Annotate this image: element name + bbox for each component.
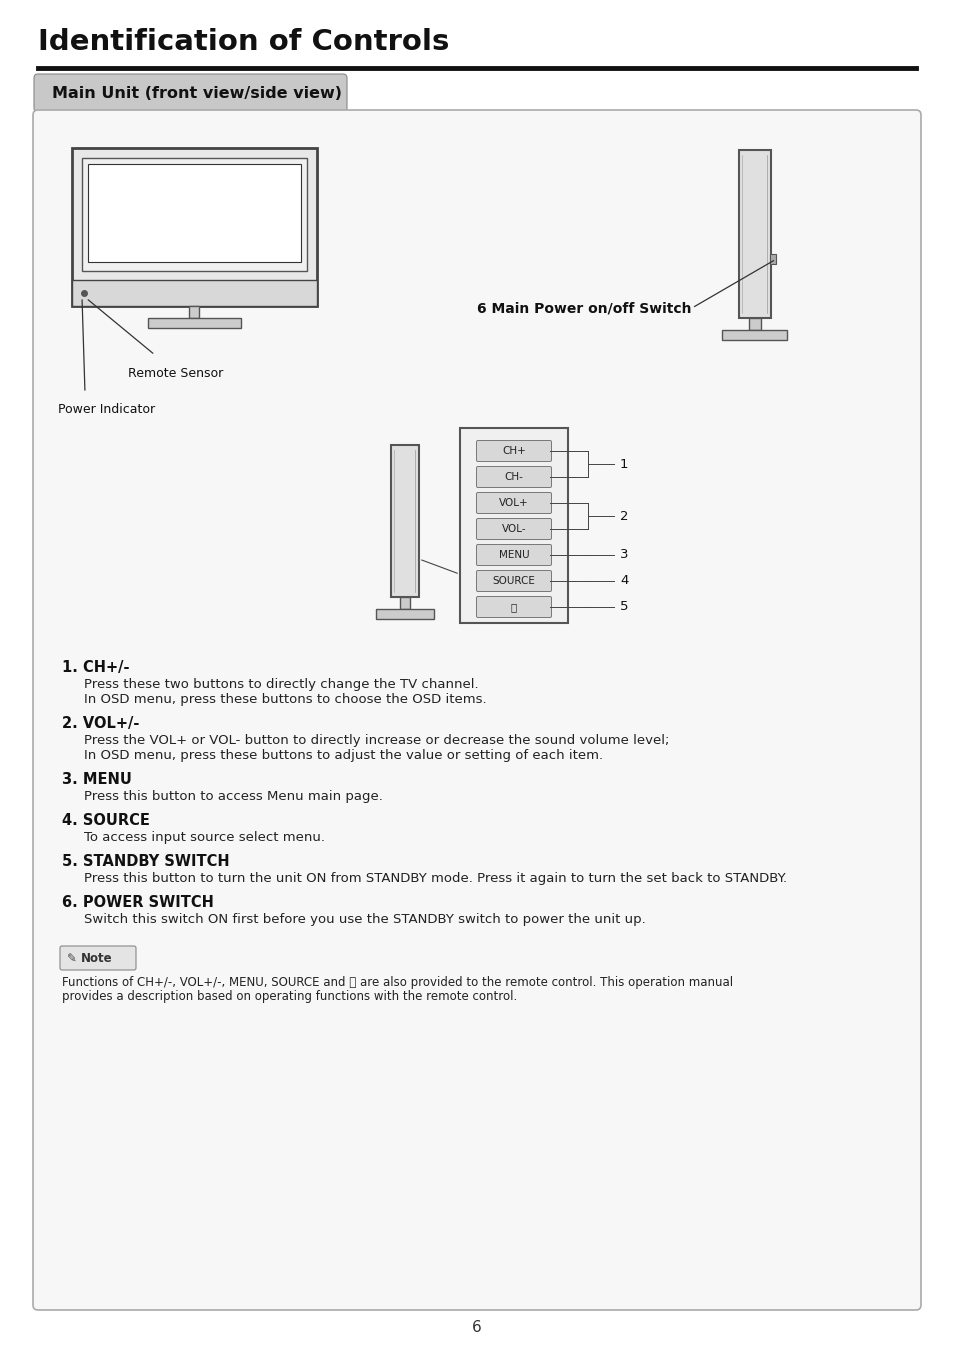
- Text: 6. POWER SWITCH: 6. POWER SWITCH: [62, 895, 213, 910]
- Text: VOL-: VOL-: [501, 524, 526, 535]
- Text: Press these two buttons to directly change the TV channel.: Press these two buttons to directly chan…: [84, 678, 478, 691]
- Bar: [71, 279, 316, 306]
- Bar: [459, 428, 567, 622]
- Text: In OSD menu, press these buttons to adjust the value or setting of each item.: In OSD menu, press these buttons to adju…: [84, 749, 602, 761]
- Bar: [739, 150, 770, 319]
- Text: 2. VOL+/-: 2. VOL+/-: [62, 716, 139, 730]
- Bar: [375, 609, 434, 620]
- Text: 4: 4: [619, 575, 628, 587]
- Text: In OSD menu, press these buttons to choose the OSD items.: In OSD menu, press these buttons to choo…: [84, 693, 486, 706]
- FancyBboxPatch shape: [34, 74, 347, 112]
- FancyBboxPatch shape: [60, 946, 136, 971]
- Text: CH-: CH-: [504, 472, 523, 482]
- FancyBboxPatch shape: [476, 440, 551, 462]
- FancyBboxPatch shape: [476, 544, 551, 566]
- FancyBboxPatch shape: [476, 571, 551, 591]
- Text: 1. CH+/-: 1. CH+/-: [62, 660, 130, 675]
- Text: Functions of CH+/-, VOL+/-, MENU, SOURCE and ⏻ are also provided to the remote c: Functions of CH+/-, VOL+/-, MENU, SOURCE…: [62, 976, 732, 990]
- Bar: [399, 597, 410, 609]
- Text: 6: 6: [472, 1320, 481, 1335]
- Text: Power Indicator: Power Indicator: [58, 404, 155, 416]
- Text: 2: 2: [619, 509, 628, 522]
- FancyBboxPatch shape: [476, 597, 551, 617]
- Bar: [82, 158, 307, 271]
- Text: ✎: ✎: [67, 952, 77, 964]
- Text: 6 Main Power on/off Switch: 6 Main Power on/off Switch: [476, 301, 691, 315]
- Text: provides a description based on operating functions with the remote control.: provides a description based on operatin…: [62, 990, 517, 1003]
- Text: 1: 1: [619, 458, 628, 471]
- Text: Remote Sensor: Remote Sensor: [128, 367, 223, 379]
- Bar: [769, 254, 775, 265]
- Bar: [148, 319, 241, 328]
- Text: Switch this switch ON first before you use the STANDBY switch to power the unit : Switch this switch ON first before you u…: [84, 913, 645, 926]
- Text: VOL+: VOL+: [498, 498, 528, 508]
- FancyBboxPatch shape: [476, 518, 551, 540]
- Text: 4. SOURCE: 4. SOURCE: [62, 813, 150, 828]
- Text: 3: 3: [619, 548, 628, 562]
- Text: SOURCE: SOURCE: [492, 576, 535, 586]
- Text: Press the VOL+ or VOL- button to directly increase or decrease the sound volume : Press the VOL+ or VOL- button to directl…: [84, 734, 669, 747]
- Text: 5. STANDBY SWITCH: 5. STANDBY SWITCH: [62, 855, 230, 869]
- Text: 3. MENU: 3. MENU: [62, 772, 132, 787]
- Bar: [88, 163, 301, 262]
- Text: ⏻: ⏻: [511, 602, 517, 612]
- Text: MENU: MENU: [498, 549, 529, 560]
- Text: 5: 5: [619, 601, 628, 613]
- Text: Note: Note: [81, 952, 112, 964]
- Text: Press this button to access Menu main page.: Press this button to access Menu main pa…: [84, 790, 382, 803]
- Bar: [721, 329, 786, 340]
- Text: To access input source select menu.: To access input source select menu.: [84, 832, 325, 844]
- Bar: [748, 319, 760, 329]
- Text: Press this button to turn the unit ON from STANDBY mode. Press it again to turn : Press this button to turn the unit ON fr…: [84, 872, 786, 886]
- Text: CH+: CH+: [501, 446, 525, 456]
- Text: Identification of Controls: Identification of Controls: [38, 28, 449, 55]
- FancyBboxPatch shape: [33, 109, 920, 1310]
- Text: Main Unit (front view/side view): Main Unit (front view/side view): [52, 85, 341, 100]
- Bar: [391, 446, 418, 597]
- Bar: [190, 306, 199, 319]
- Bar: [71, 148, 316, 306]
- FancyBboxPatch shape: [476, 467, 551, 487]
- FancyBboxPatch shape: [476, 493, 551, 513]
